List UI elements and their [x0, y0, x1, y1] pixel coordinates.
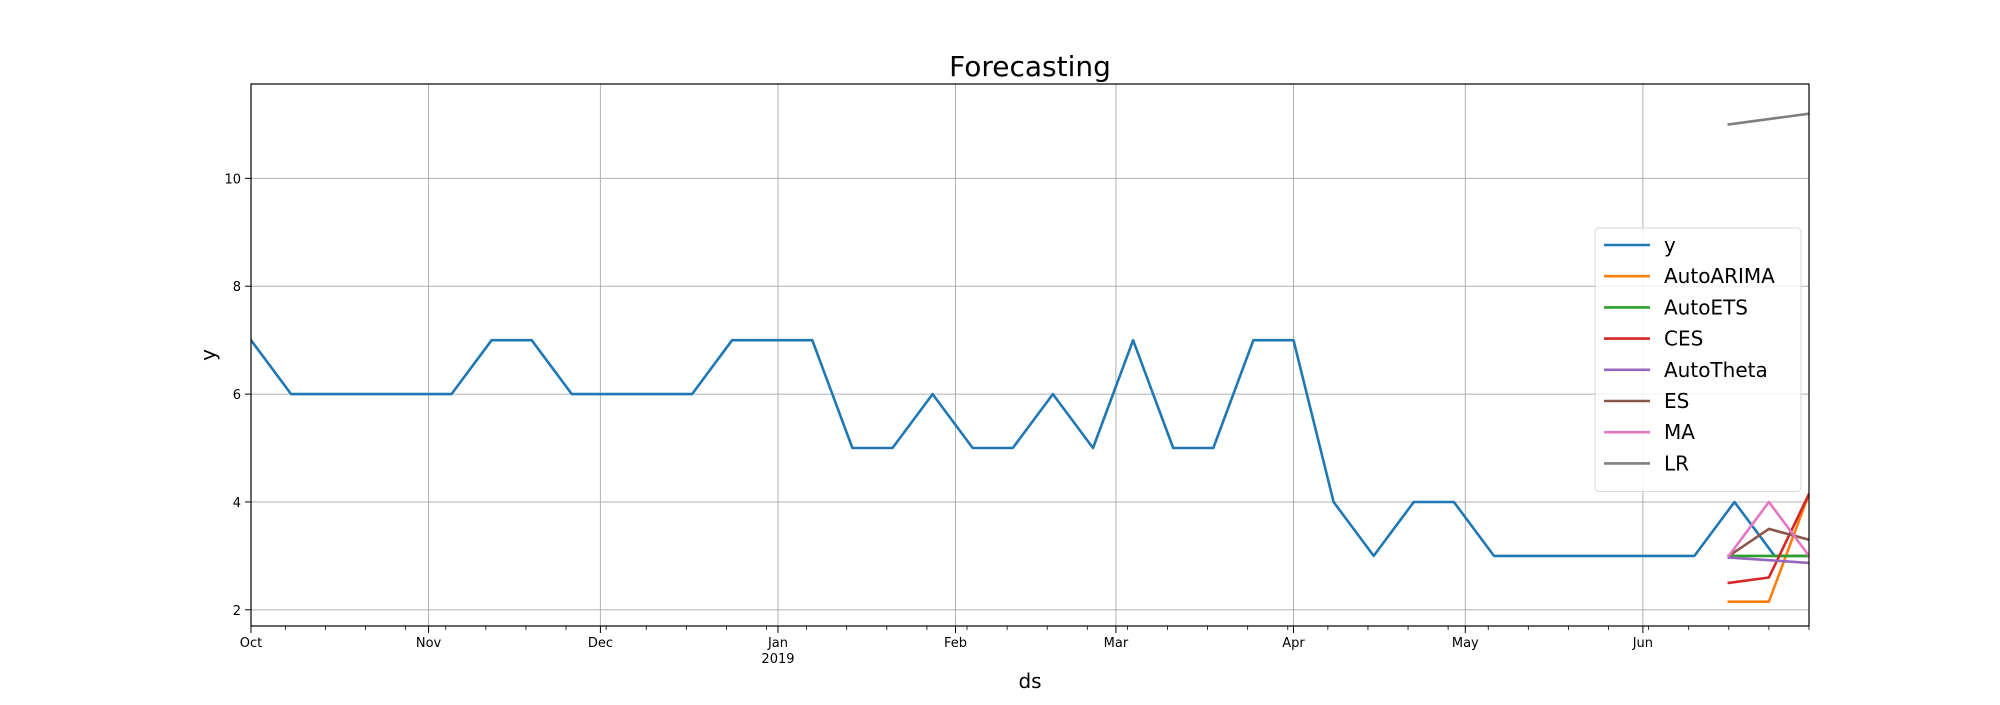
y-axis-title: y	[196, 349, 220, 361]
series-line-autotheta	[1727, 556, 1809, 565]
legend-label-lr: LR	[1664, 451, 1689, 475]
legend-label-es: ES	[1664, 389, 1689, 413]
x-tick-label: Apr	[1282, 636, 1305, 651]
legend-box	[1594, 227, 1802, 493]
x-tick-label: Jun	[1632, 636, 1653, 651]
chart-title: Forecasting	[949, 50, 1111, 83]
y-tick-label: 10	[224, 172, 241, 187]
grid-lines	[250, 84, 1809, 626]
legend-label-ma: MA	[1664, 420, 1695, 444]
y-tick-label: 8	[233, 280, 241, 295]
x-tick-label: Feb	[944, 636, 967, 651]
legend-label-autoarima: AutoARIMA	[1664, 264, 1775, 288]
x-tick-label: May	[1452, 636, 1479, 651]
series-line-ces	[1727, 492, 1809, 585]
y-tick-label: 2	[233, 604, 241, 619]
x-tick-label: Oct	[240, 636, 262, 651]
y-tick-label: 4	[233, 496, 241, 511]
series-line-y	[251, 338, 1809, 558]
legend-label-ces: CES	[1664, 327, 1703, 351]
y-tick-label: 6	[233, 388, 241, 403]
legend-label-autoets: AutoETS	[1664, 295, 1748, 319]
series-line-autoarima	[1727, 492, 1809, 604]
legend-label-y: y	[1664, 233, 1676, 257]
x-tick-label: Jan	[767, 636, 788, 651]
series-lines	[251, 112, 1809, 604]
x-tick-label: Dec	[588, 636, 613, 651]
series-line-ma	[1726, 500, 1809, 558]
x-tick-label: Nov	[416, 636, 442, 651]
x-tick-label: Mar	[1104, 636, 1129, 651]
x-axis-title: ds	[1018, 669, 1041, 693]
plot-area-frame	[250, 83, 1810, 627]
series-line-es	[1726, 527, 1809, 558]
legend: y AutoARIMA AutoETS CES AutoTheta ES MA LR	[1594, 227, 1802, 493]
series-line-lr	[1727, 112, 1809, 126]
x-tick-sublabel: 2019	[761, 652, 794, 667]
legend-label-autotheta: AutoTheta	[1664, 358, 1768, 382]
